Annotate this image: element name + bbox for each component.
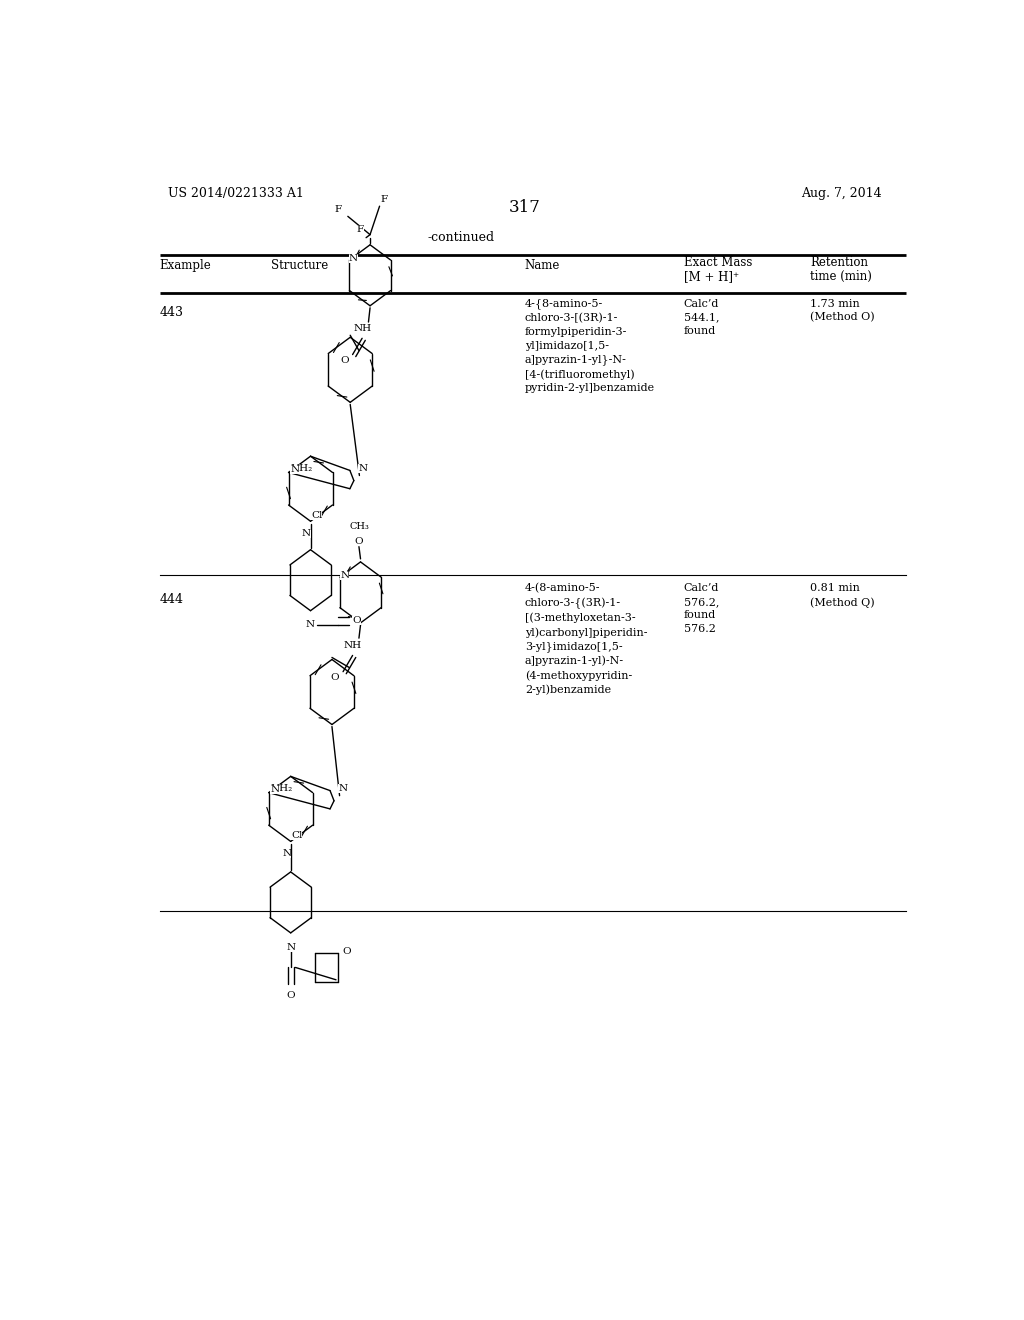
Text: O: O xyxy=(354,537,364,546)
Text: F: F xyxy=(381,194,388,203)
Text: 444: 444 xyxy=(160,594,183,606)
Text: Retention: Retention xyxy=(811,256,868,268)
Text: Example: Example xyxy=(160,259,212,272)
Text: time (min): time (min) xyxy=(811,269,872,282)
Text: Name: Name xyxy=(524,259,560,272)
Text: F: F xyxy=(335,205,342,214)
Text: CH₃: CH₃ xyxy=(349,521,369,531)
Text: N: N xyxy=(358,463,368,473)
Text: 0.81 min
(Method Q): 0.81 min (Method Q) xyxy=(811,583,876,607)
Text: F: F xyxy=(357,224,365,234)
Text: 317: 317 xyxy=(509,199,541,215)
Text: Cl: Cl xyxy=(311,511,323,520)
Text: N: N xyxy=(291,465,299,474)
Text: NH₂: NH₂ xyxy=(270,784,293,793)
Text: N: N xyxy=(306,620,315,630)
Text: Cl: Cl xyxy=(291,830,302,840)
Text: Calc’d
576.2,
found
576.2: Calc’d 576.2, found 576.2 xyxy=(684,583,719,634)
Text: N: N xyxy=(349,253,358,263)
Text: N: N xyxy=(286,942,295,952)
Text: O: O xyxy=(343,946,351,956)
Text: NH: NH xyxy=(343,640,361,649)
Text: NH₂: NH₂ xyxy=(291,463,312,473)
Text: O: O xyxy=(352,616,360,626)
Text: 443: 443 xyxy=(160,306,183,318)
Text: Structure: Structure xyxy=(270,259,328,272)
Text: Exact Mass: Exact Mass xyxy=(684,256,752,268)
Text: US 2014/0221333 A1: US 2014/0221333 A1 xyxy=(168,187,303,201)
Text: 1.73 min
(Method O): 1.73 min (Method O) xyxy=(811,298,876,322)
Text: O: O xyxy=(331,673,339,682)
Text: [M + H]⁺: [M + H]⁺ xyxy=(684,269,738,282)
Text: O: O xyxy=(340,356,349,366)
Text: Calc’d
544.1,
found: Calc’d 544.1, found xyxy=(684,298,719,335)
Text: 4-{8-amino-5-
chloro-3-[(3R)-1-
formylpiperidin-3-
yl]imidazo[1,5-
a]pyrazin-1-y: 4-{8-amino-5- chloro-3-[(3R)-1- formylpi… xyxy=(524,298,655,393)
Text: O: O xyxy=(287,991,295,1001)
Text: Aug. 7, 2014: Aug. 7, 2014 xyxy=(802,187,882,201)
Text: -continued: -continued xyxy=(428,231,495,244)
Text: 4-(8-amino-5-
chloro-3-{(3R)-1-
[(3-methyloxetan-3-
yl)carbonyl]piperidin-
3-yl}: 4-(8-amino-5- chloro-3-{(3R)-1- [(3-meth… xyxy=(524,583,647,696)
Text: N: N xyxy=(270,785,280,795)
Text: N: N xyxy=(338,784,347,793)
Text: N: N xyxy=(283,849,291,858)
Text: N: N xyxy=(302,529,311,539)
Text: N: N xyxy=(340,570,349,579)
Text: NH: NH xyxy=(353,323,371,333)
